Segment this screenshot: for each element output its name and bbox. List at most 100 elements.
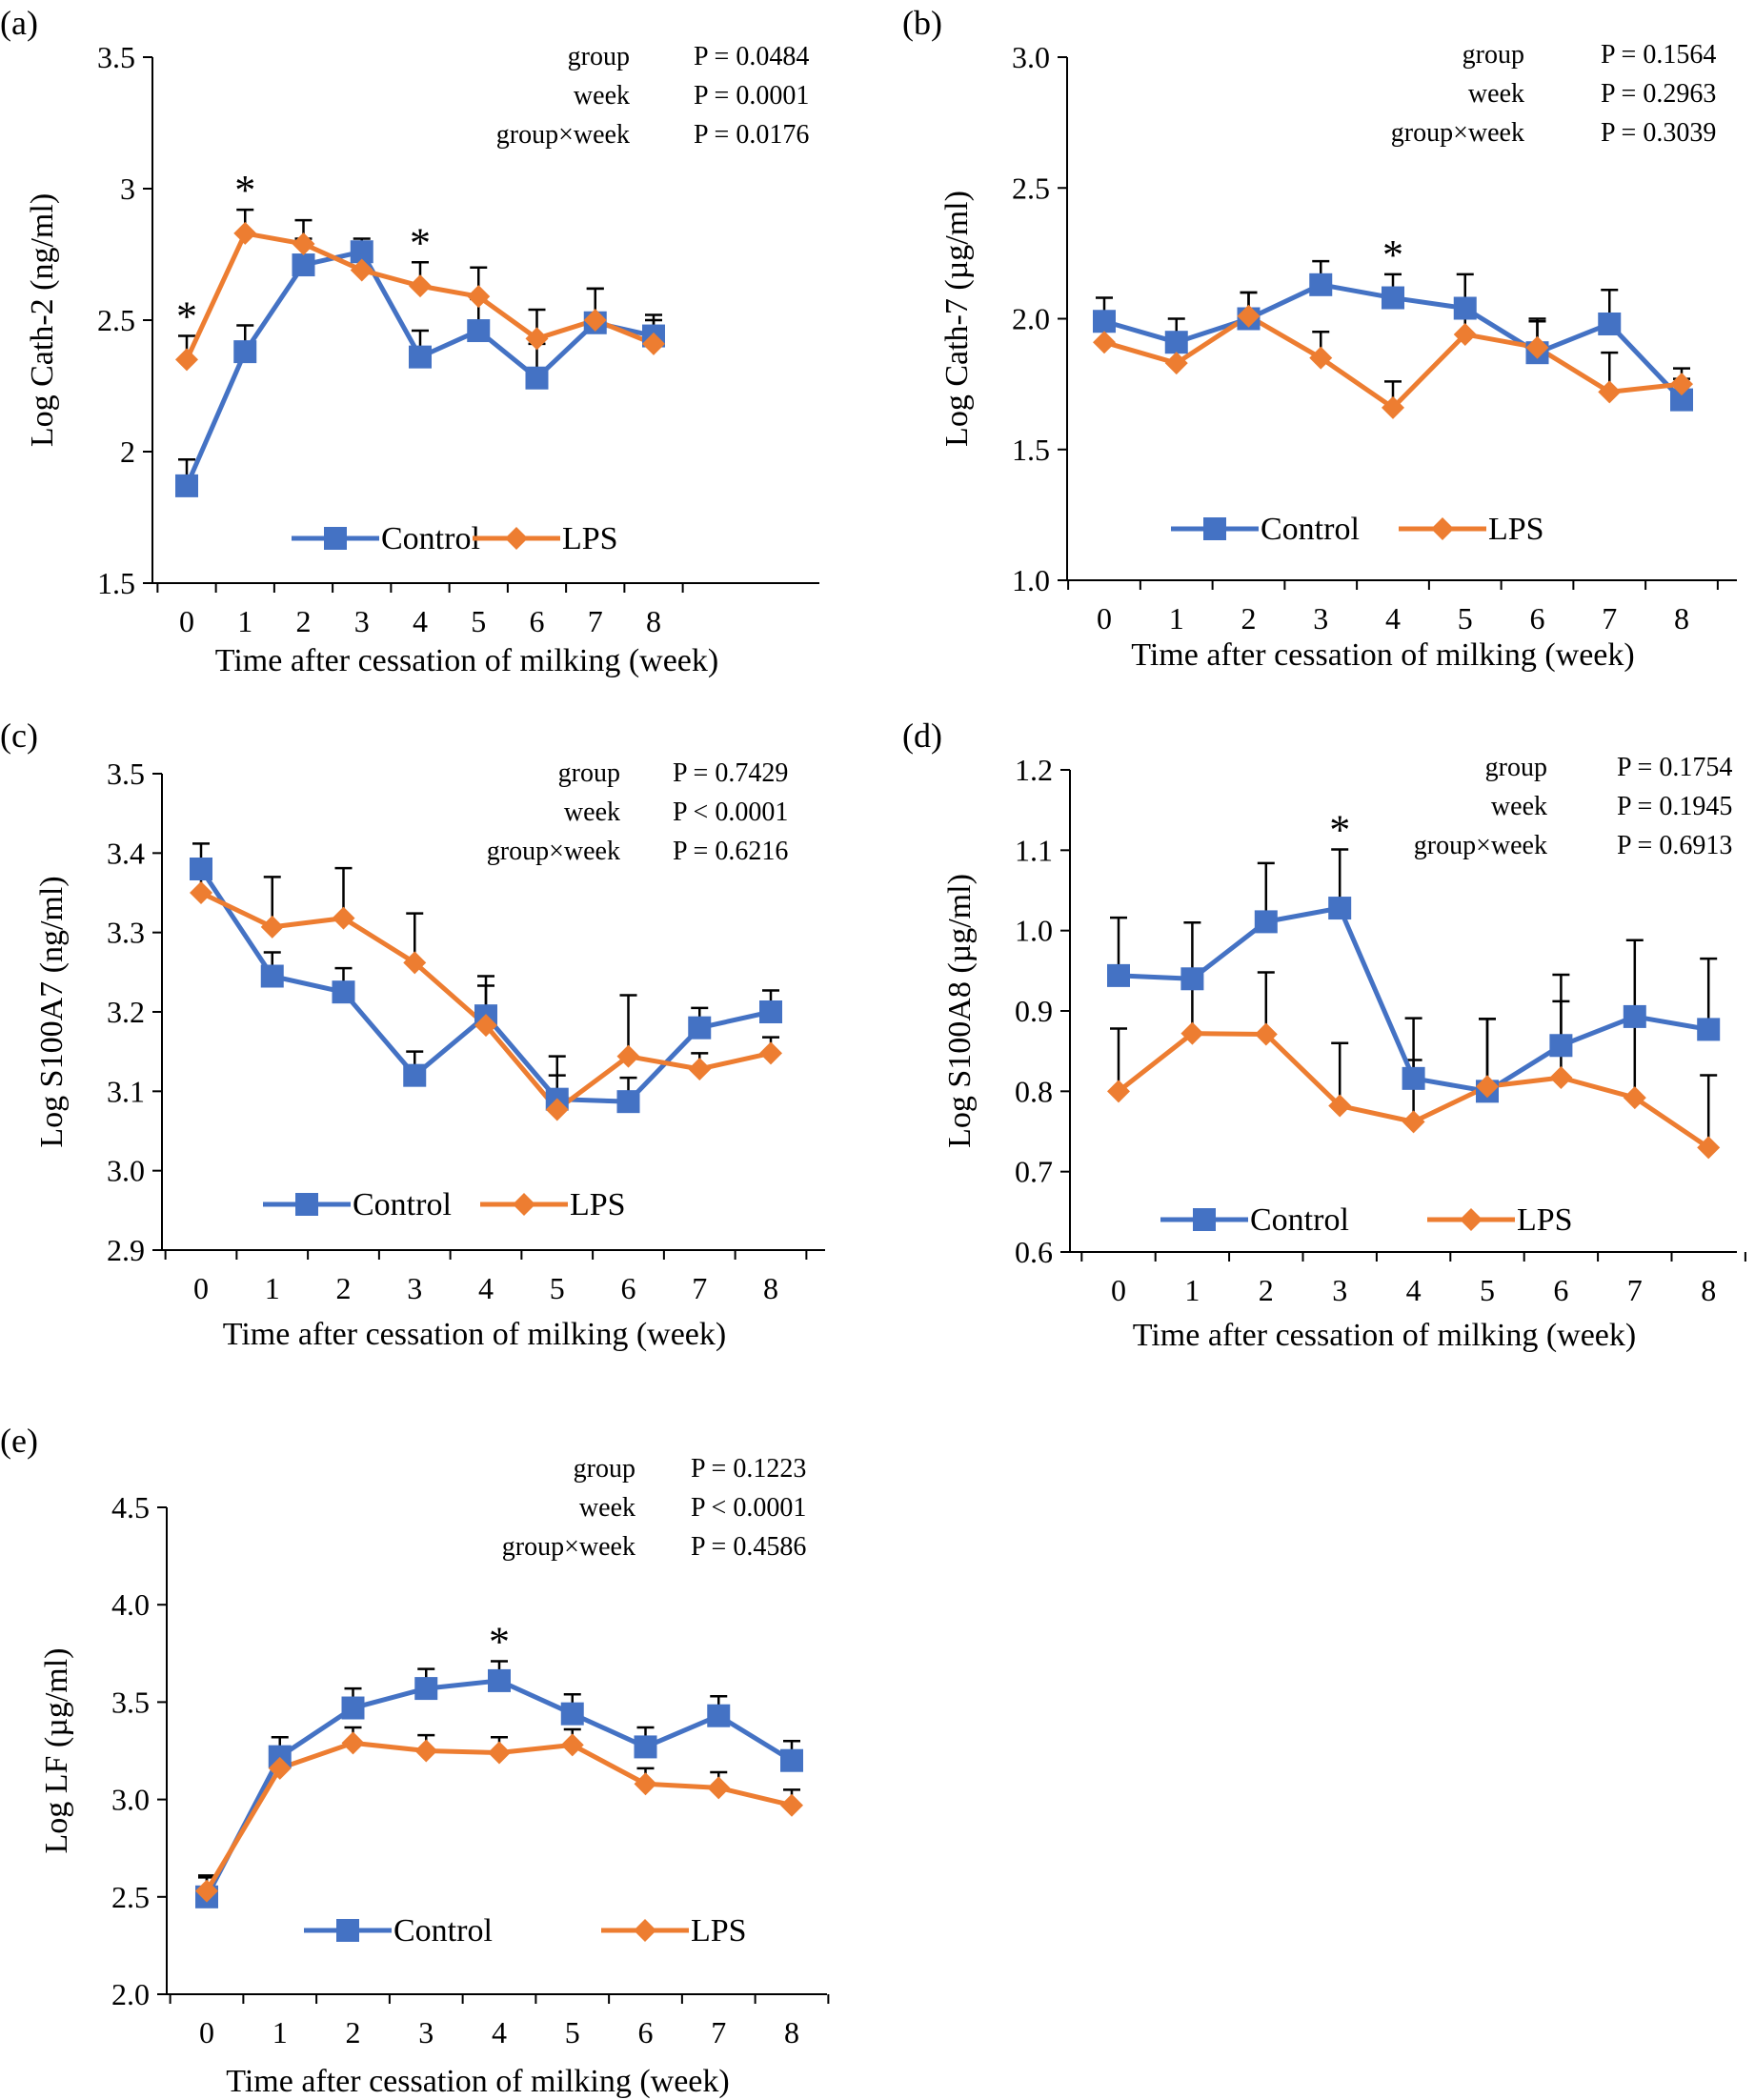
x-tick-label: 8 [763, 1271, 778, 1305]
data-point-lps [341, 1731, 365, 1755]
y-tick-label: 3.5 [97, 40, 135, 74]
data-point-control [1180, 967, 1204, 991]
data-point-lps [195, 1879, 218, 1903]
y-axis-title: Log LF (µg/ml) [39, 1647, 74, 1853]
stats-label: group×week [1391, 118, 1524, 148]
legend-marker-control [295, 1193, 318, 1216]
y-tick-label: 3.0 [107, 1154, 145, 1188]
legend-marker-lps [634, 1919, 656, 1942]
data-point-lps [190, 881, 212, 904]
data-point-lps [1623, 1086, 1646, 1110]
legend-marker-lps [505, 527, 528, 550]
significance-asterisk: * [234, 167, 255, 213]
x-tick-label: 6 [1530, 601, 1545, 636]
x-axis-title: Time after cessation of milking (week) [223, 1317, 726, 1352]
x-tick-label: 0 [1097, 601, 1112, 636]
x-tick-label: 5 [550, 1271, 565, 1305]
data-point-lps [1402, 1110, 1425, 1134]
stats-p-value: P = 0.6216 [673, 837, 788, 866]
stats-p-value: P = 0.1564 [1601, 40, 1716, 70]
data-point-lps [616, 1044, 640, 1068]
data-point-lps [1093, 331, 1116, 354]
y-tick-label: 3.4 [107, 836, 145, 870]
y-axis-title: Log Cath-2 (ng/ml) [25, 193, 60, 447]
x-tick-label: 3 [1332, 1273, 1347, 1307]
y-tick-label: 3.0 [1012, 40, 1050, 74]
legend-marker-control [324, 527, 347, 550]
panel-c-chart: (c) 2.9 3.0 3.1 3.2 3.3 3.4 3.5 0 1 2 3 4 5 6 7 8 Time af… [0, 717, 825, 1352]
stats-label: group [558, 758, 620, 788]
data-point-lps [350, 258, 373, 282]
data-point-lps [525, 327, 549, 351]
x-tick-label: 3 [418, 2015, 434, 2050]
panel-label: (c) [0, 717, 38, 755]
stats-label: group×week [502, 1532, 635, 1562]
data-point-lps [545, 1098, 569, 1121]
data-point-lps [1254, 1022, 1278, 1046]
y-tick-label: 0.7 [1015, 1155, 1053, 1189]
y-tick-label: 1.0 [1012, 563, 1050, 597]
y-tick-label: 3.5 [111, 1685, 150, 1719]
legend-label-control: Control [381, 521, 480, 556]
x-tick-label: 7 [711, 2015, 726, 2050]
stats-p-value: P = 0.1754 [1617, 753, 1732, 782]
data-point-lps [1328, 1094, 1352, 1118]
data-point-lps [1382, 395, 1404, 419]
legend-label-control: Control [393, 1913, 493, 1949]
y-tick-label: 4.0 [111, 1587, 150, 1622]
data-point-lps [233, 221, 257, 245]
y-tick-label: 1.5 [97, 566, 135, 600]
data-point-lps [474, 1014, 497, 1038]
x-tick-label: 3 [354, 604, 370, 638]
panel-d-chart: (d) 0.6 0.7 0.8 0.9 1.0 1.1 1.2 0 1 2 3 4 5 6 7 8 Time af… [902, 717, 1746, 1353]
data-point-lps [292, 232, 315, 255]
data-point-lps [467, 285, 491, 309]
data-point-control [560, 1702, 584, 1726]
data-point-lps [1525, 335, 1549, 359]
x-axis-title: Time after cessation of milking (week) [215, 643, 718, 678]
stats-p-value: P = 0.2963 [1601, 79, 1716, 109]
data-point-control [292, 253, 315, 277]
data-point-control [1164, 331, 1188, 354]
stats-label: week [1491, 792, 1547, 821]
x-axis-title: Time after cessation of milking (week) [1131, 637, 1634, 673]
data-point-lps [414, 1739, 438, 1763]
y-tick-label: 2.5 [1012, 171, 1050, 205]
y-tick-label: 2.0 [111, 1977, 150, 2011]
data-point-lps [1476, 1075, 1499, 1099]
series-line-lps [204, 1740, 793, 1892]
x-tick-label: 5 [565, 2015, 580, 2050]
x-tick-label: 7 [588, 604, 603, 638]
data-point-lps [403, 951, 427, 975]
data-point-control [1697, 1018, 1721, 1041]
stats-label: group [568, 42, 630, 71]
x-tick-label: 0 [1111, 1273, 1126, 1307]
legend-marker-control [1203, 517, 1226, 540]
data-point-control [707, 1704, 731, 1727]
significance-asterisk: * [410, 219, 431, 266]
stats-p-value: P = 0.0484 [694, 42, 809, 71]
panel-a-chart: (a) 1.5 2 2.5 3 3.5 0 1 2 3 4 5 6 7 8 Time after cessat… [0, 4, 819, 678]
stats-p-value: P < 0.0001 [691, 1493, 806, 1523]
stats-p-value: P = 0.6913 [1617, 831, 1732, 860]
y-axis-title: Log S100A7 (ng/ml) [34, 876, 70, 1147]
x-tick-label: 7 [1627, 1273, 1643, 1307]
data-point-control [1402, 1066, 1425, 1090]
data-point-control [616, 1090, 640, 1114]
data-point-control [780, 1748, 803, 1772]
y-tick-label: 1.1 [1015, 833, 1053, 867]
data-point-lps [634, 1772, 657, 1796]
panel-label: (d) [902, 717, 942, 755]
x-tick-label: 3 [1313, 601, 1328, 636]
data-point-lps [1237, 304, 1261, 328]
y-tick-label: 3 [120, 172, 135, 206]
data-point-lps [175, 348, 198, 372]
data-point-lps [1697, 1136, 1721, 1160]
data-point-lps [1453, 322, 1477, 346]
y-tick-label: 1.5 [1012, 433, 1050, 467]
y-tick-label: 3.0 [111, 1783, 150, 1817]
data-point-control [1453, 296, 1477, 320]
data-point-control [350, 240, 373, 264]
data-point-control [1598, 312, 1622, 335]
